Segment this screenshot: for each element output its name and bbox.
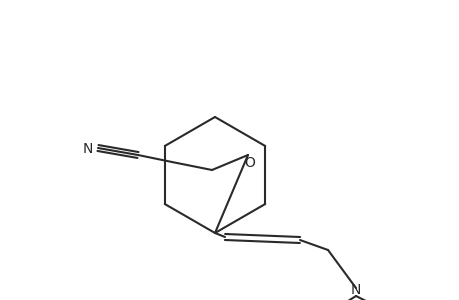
Text: N: N: [350, 283, 360, 297]
Text: N: N: [83, 142, 93, 156]
Text: O: O: [244, 156, 255, 170]
